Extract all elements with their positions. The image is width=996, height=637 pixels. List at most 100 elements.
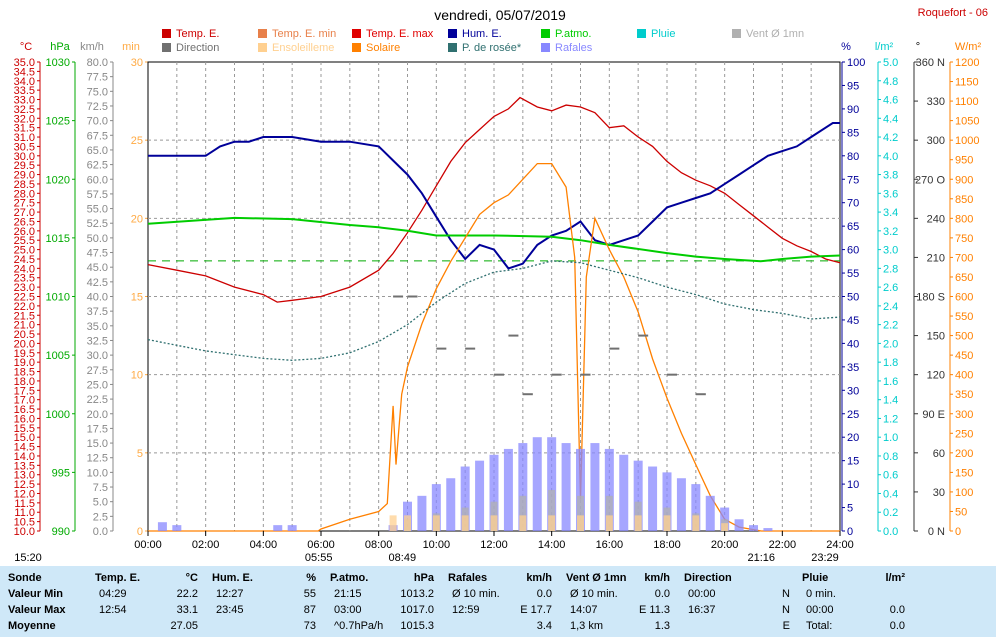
summary-cell-time: 14:07	[570, 604, 598, 616]
axis-tick-label: 2.0	[883, 338, 898, 350]
bar-mark	[389, 515, 397, 531]
axis-tick-label: 1050	[955, 116, 979, 128]
summary-cell-time: 00:00	[688, 588, 716, 600]
series-line	[147, 260, 841, 361]
axis-tick-label: 450	[955, 350, 973, 362]
legend-label: Solaire	[366, 42, 400, 54]
x-tick-label: 10:00	[423, 539, 451, 551]
axis-tick-label: 650	[955, 272, 973, 284]
axis-tick-label: 300	[955, 409, 973, 421]
axis-tick-label: 0.8	[883, 451, 898, 463]
summary-header: Pluie	[802, 572, 829, 584]
bar-mark	[663, 515, 671, 531]
x-tick-label: 16:00	[596, 539, 624, 551]
bar-mark	[590, 443, 600, 531]
series-p-atmo-	[147, 216, 841, 263]
summary-unit: km/h	[644, 572, 670, 584]
axis-tick-label: 2.2	[883, 320, 898, 332]
axis-tick-label: 1.2	[883, 413, 898, 425]
direction-mark	[580, 373, 591, 376]
bar-mark	[691, 484, 701, 531]
axis-tick-label: 990	[52, 526, 70, 538]
axis-tick-label: 550	[955, 311, 973, 323]
axis-tick-label: 52.5	[87, 218, 108, 230]
axis-tick-label: 20.0	[14, 338, 35, 350]
axis-tick-label: 19.0	[14, 357, 35, 369]
axis-tick-label: 15.0	[14, 432, 35, 444]
axis-tick-label: 67.5	[87, 130, 108, 142]
summary-cell-value: 33.1	[176, 604, 198, 616]
axis-tick-label: 750	[955, 233, 973, 245]
direction-mark	[407, 295, 418, 298]
bar-mark	[287, 525, 297, 531]
bar-mark	[576, 448, 585, 531]
axis-tick-label: 55	[847, 268, 859, 280]
axis-tick-label: 47.5	[87, 248, 108, 260]
axis-tick-label: 7.5	[93, 482, 108, 494]
axis-tick-label: 850	[955, 194, 973, 206]
summary-header: Hum. E.	[212, 572, 253, 584]
direction-mark	[508, 334, 519, 337]
axis-tick-label: 4.0	[883, 151, 898, 163]
axis-tick-label: 32.0	[14, 113, 35, 125]
x-tick-label: 14:00	[538, 539, 566, 551]
axis-tick-label: 1200	[955, 57, 979, 69]
bar-mark	[605, 495, 613, 531]
summary-row-label: Valeur Max	[8, 604, 66, 616]
summary-unit: l/m²	[885, 572, 905, 584]
unit-header: hPa	[50, 41, 70, 53]
legend-label: P. de rosée*	[462, 42, 522, 54]
axis-tick-label: 150	[927, 331, 945, 343]
axis-tick-label: 100	[847, 57, 865, 69]
axis-tick-label: 1.6	[883, 376, 898, 388]
axis-tick-label: 20.0	[87, 409, 108, 421]
bar-mark	[734, 519, 744, 531]
axis-tick-label: 15.5	[14, 423, 35, 435]
axis-tick-label: 0	[137, 526, 143, 538]
unit-header: °C	[20, 41, 32, 53]
legend-label: Vent Ø 1mn	[746, 28, 804, 40]
axis-tick-label: 100	[955, 487, 973, 499]
axis-tick-label: 1.8	[883, 357, 898, 369]
x-axis-ticks: 00:00 02:00 04:00 06:00 08:00 10:00 12:00 14:00…	[134, 531, 854, 551]
axis-tick-label: 1.4	[883, 395, 898, 407]
axis-tick-label: 16.0	[14, 413, 35, 425]
summary-cell-value: 1015.3	[400, 620, 434, 632]
bar-mark	[490, 515, 498, 531]
axis-tick-label: 31.5	[14, 123, 35, 135]
axis-tick-label: 18.5	[14, 367, 35, 379]
bar-mark	[605, 515, 613, 531]
axis-tick-label: 35.0	[14, 57, 35, 69]
axis-tick-label: 95	[847, 80, 859, 92]
axis-tick-label: 16.5	[14, 404, 35, 416]
legend-swatch	[637, 29, 646, 38]
axis-tick-label: 25.0	[14, 245, 35, 257]
axis-tick-label: 120	[927, 370, 945, 382]
summary-cell-value: 27.05	[170, 620, 198, 632]
axis-tick-label: 27.0	[14, 207, 35, 219]
axis-tick-label: 25.0	[87, 379, 108, 391]
bar-mark	[561, 443, 571, 531]
series-line	[148, 162, 840, 532]
summary-cell-value: N	[782, 588, 790, 600]
axis-tick-label: 10	[847, 479, 859, 491]
summary-unit: hPa	[413, 572, 434, 584]
axis-tick-label: 0 N	[928, 526, 945, 538]
series-line	[147, 96, 841, 303]
bar-mark	[604, 448, 614, 531]
axis-tick-label: 77.5	[87, 72, 108, 84]
sun-times-bar: 15:20 05:55 08:49 21:16 23:29	[14, 552, 839, 564]
axis-tick-label: 2.5	[93, 511, 108, 523]
axis-tick-label: 62.5	[87, 160, 108, 172]
axis-tick-label: 72.5	[87, 101, 108, 113]
axis-tick-label: 0.4	[883, 488, 898, 500]
axis-tick-label: 22.5	[14, 292, 35, 304]
axis-tick-label: 30	[131, 57, 143, 69]
direction-mark	[465, 347, 476, 350]
series-line	[147, 216, 841, 263]
direction-mark	[609, 347, 620, 350]
axis-tick-label: 3.4	[883, 207, 898, 219]
axis-tick-label: 12.0	[14, 488, 35, 500]
axis-tick-label: 28.5	[14, 179, 35, 191]
legend-label: Pluie	[651, 28, 675, 40]
